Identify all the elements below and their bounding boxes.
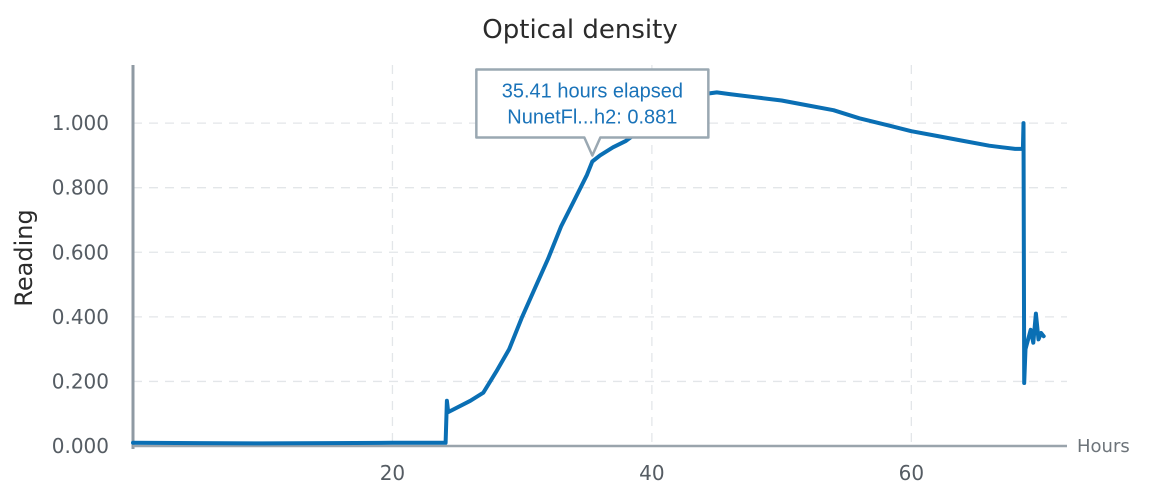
tooltip-line-1: 35.41 hours elapsed xyxy=(502,81,683,103)
y-tick-label: 0.200 xyxy=(52,369,109,393)
axes xyxy=(131,65,1067,449)
y-tick-label: 0.600 xyxy=(52,240,109,264)
y-tick-label: 1.000 xyxy=(52,111,109,135)
y-axis-label: Reading xyxy=(10,209,38,306)
tick-labels: 0.000 0.200 0.400 0.600 0.800 1.000 20 40 60 xyxy=(52,111,924,485)
tooltip-line-2: NunetFl...h2: 0.881 xyxy=(507,107,677,129)
tooltip: 35.41 hours elapsed NunetFl...h2: 0.881 xyxy=(475,68,710,157)
y-tick-label: 0.400 xyxy=(52,305,109,329)
y-tick-label: 0.000 xyxy=(52,434,109,458)
x-tick-label: 20 xyxy=(380,461,405,485)
x-tick-label: 60 xyxy=(899,461,924,485)
y-tick-label: 0.800 xyxy=(52,176,109,200)
tooltip-box xyxy=(475,68,710,157)
x-tick-label: 40 xyxy=(639,461,664,485)
x-axis-label: Hours xyxy=(1077,436,1130,457)
chart-title: Optical density xyxy=(482,15,677,45)
